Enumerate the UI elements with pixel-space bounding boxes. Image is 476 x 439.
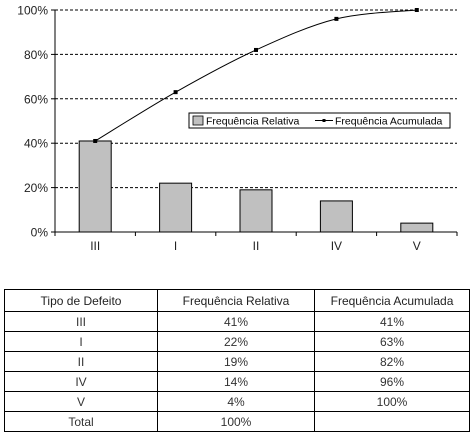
table-row: II 19% 82%	[4, 351, 470, 372]
y-tick-label: 80%	[24, 48, 48, 62]
table-row: I 22% 63%	[4, 331, 470, 352]
legend-label-relative: Frequência Relativa	[206, 116, 300, 128]
x-tick-label: V	[413, 239, 421, 253]
bar	[400, 222, 434, 233]
line-point	[414, 8, 419, 12]
legend-label-cumulative: Frequência Acumulada	[335, 116, 443, 128]
bar	[78, 140, 112, 233]
cell-relative: 4%	[157, 391, 315, 412]
cell-defect-type: IV	[4, 371, 158, 392]
line-point	[93, 138, 98, 143]
cell-cumulative: 63%	[314, 331, 470, 352]
line-point	[254, 47, 258, 52]
line-point	[334, 16, 339, 21]
cell-defect-type: I	[4, 331, 158, 352]
axes: 0%20%40%60%80%100%III I II IV V	[17, 4, 458, 253]
header-cumulative-frequency: Frequência Acumulada	[314, 289, 470, 312]
x-tick-label: IV	[331, 239, 342, 253]
y-tick-label: 0%	[31, 226, 49, 240]
bar	[239, 189, 273, 233]
cumulative-line	[93, 8, 419, 143]
cell-total-label: Total	[4, 411, 158, 432]
table-row: IV 14% 96%	[4, 371, 470, 392]
table-header-row: Tipo de Defeito Frequência Relativa Freq…	[4, 289, 470, 312]
bar	[319, 200, 353, 233]
cell-cumulative: 41%	[314, 311, 470, 332]
cell-relative: 41%	[157, 311, 315, 332]
cell-defect-type: III	[4, 311, 158, 332]
table-row: III 41% 41%	[4, 311, 470, 332]
cell-relative: 14%	[157, 371, 315, 392]
gridlines	[55, 9, 457, 189]
cell-cumulative: 100%	[314, 391, 470, 412]
y-tick-label: 60%	[24, 92, 48, 106]
x-tick-label: II	[253, 239, 260, 253]
y-tick-label: 100%	[17, 4, 48, 18]
cell-relative: 22%	[157, 331, 315, 352]
x-tick-label: I	[174, 239, 177, 253]
cell-total-cumulative	[314, 411, 470, 432]
cell-defect-type: II	[4, 351, 158, 372]
pareto-chart: 0%20%40%60%80%100%III I II IV V Frequência R…	[17, 4, 458, 253]
cell-relative: 19%	[157, 351, 315, 372]
y-tick-label: 20%	[24, 181, 48, 195]
legend-swatch-bar	[192, 115, 204, 126]
bars	[78, 140, 434, 233]
legend: Frequência Relativa Frequência Acumulada	[188, 112, 451, 129]
x-tick-label: III	[90, 239, 100, 253]
bar	[159, 182, 193, 233]
header-defect-type: Tipo de Defeito	[4, 289, 158, 312]
frequency-table: Tipo de Defeito Frequência Relativa Freq…	[4, 289, 470, 432]
table-row: V 4% 100%	[4, 391, 470, 412]
line-point	[173, 90, 178, 95]
header-relative-frequency: Frequência Relativa	[157, 289, 315, 312]
legend-swatch-marker	[322, 119, 326, 122]
cell-defect-type: V	[4, 391, 158, 412]
cell-total-relative: 100%	[157, 411, 315, 432]
cell-cumulative: 82%	[314, 351, 470, 372]
y-tick-label: 40%	[24, 137, 48, 151]
table-total-row: Total 100%	[4, 411, 470, 432]
cell-cumulative: 96%	[314, 371, 470, 392]
